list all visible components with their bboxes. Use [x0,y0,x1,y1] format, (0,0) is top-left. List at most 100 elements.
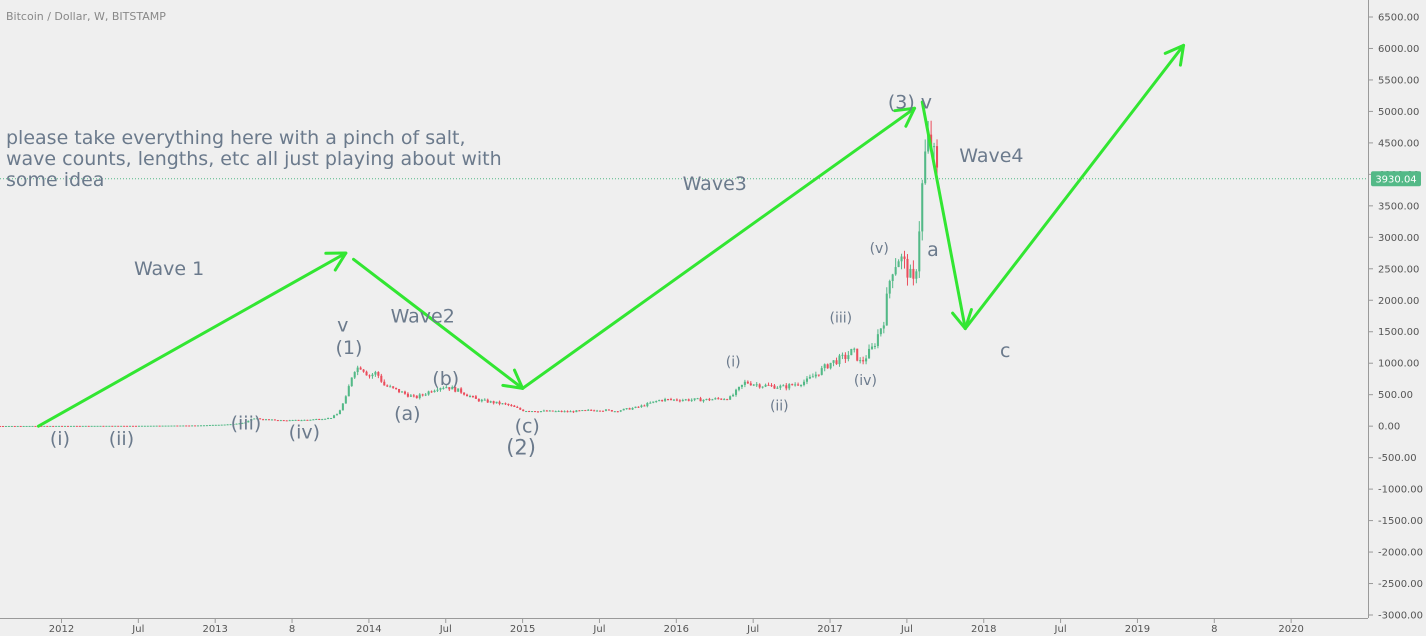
candle-body [687,399,690,401]
candle-body [442,387,445,389]
candle-body [344,396,347,404]
candle-body [678,400,681,402]
candle-body [220,424,223,426]
time-tick-label: Jul [1054,624,1067,635]
candle-body [244,422,247,424]
wave-arrow-shaft [36,251,348,428]
wave-arrow [36,251,348,428]
candle-body [84,425,87,427]
candle-body [616,411,619,413]
candle-body [513,405,516,407]
candle-body [13,425,16,427]
candle-body [226,424,229,426]
candle-body [870,346,874,349]
candle-body [528,411,531,413]
candle-body [241,422,244,424]
candle-body [229,424,232,426]
price-tick-label: -2000.00 [1378,548,1423,559]
wave-arrow-head [324,251,348,272]
candle-body [507,403,510,406]
wave-arrow [963,43,1186,331]
candle-body [87,425,90,427]
candle-body [661,400,664,402]
candle-body [755,384,758,386]
candle-body [643,405,646,407]
candle-body [909,268,912,278]
candle-body [318,419,321,421]
last-price-badge-bg [1371,171,1421,187]
candle-body [55,425,58,427]
candle-body [197,425,200,427]
candle-body [436,389,439,391]
candle-body [380,375,383,382]
candle-body [714,398,717,400]
candle-body [105,425,108,427]
time-axis[interactable]: 2012 Jul 2013 8 2014 Jul 2015 Jul 2016 Jul 2017 Jul… [0,618,1368,635]
candle-body [850,348,853,356]
candle-body [720,398,723,400]
candle-body [593,410,596,412]
candle-body [332,415,336,418]
candle-body [545,410,548,412]
candle-body [191,425,194,427]
wave-label: Wave3 [683,173,747,195]
candle-body [377,372,380,376]
candle-body [820,368,823,375]
wave-arrow-head [893,106,917,128]
candle-body [392,386,395,388]
candle-body [684,399,687,401]
wave-label: Wave 1 [134,258,204,280]
candle-body [403,391,406,394]
candle-body [335,414,339,416]
candle-body [817,374,820,376]
candle-body [885,293,888,326]
candle-body [1,425,4,427]
candle-body [350,377,353,387]
candle-body [81,425,84,427]
candle-body [516,406,519,408]
price-axis[interactable]: 6500.006000.005500.005000.004500.004000.… [1368,0,1426,636]
candle-body [749,383,752,386]
time-tick-label: Jul [746,624,759,635]
candle-body [270,419,273,421]
candle-body [734,389,738,395]
candle-body [560,410,563,412]
candle-body [814,374,817,377]
wave-label: (3) v [888,91,932,113]
candle-body [418,394,421,399]
candle-body [631,407,634,410]
candle-body [114,425,117,427]
time-tick-label: Jul [592,624,605,635]
candle-body [250,418,253,421]
candle-body [835,360,838,365]
candle-body [832,360,835,363]
candle-body [732,394,735,397]
candle-body [924,151,927,184]
candle-body [19,425,22,427]
candle-body [808,376,811,379]
candle-body [365,371,368,376]
candle-body [897,261,900,268]
candle-body [386,385,389,387]
wave-label: (b) [432,368,459,390]
candle-body [859,360,862,362]
candle-body [137,425,140,427]
candle-body [108,425,111,427]
candle-body [315,419,318,421]
candle-body [179,425,182,427]
candle-body [746,381,749,384]
candle-body [457,388,460,392]
candle-body [170,425,173,427]
candle-body [66,425,70,427]
candle-body [131,425,135,427]
candle-body [433,390,436,393]
candle-body [531,411,534,413]
candle-body [69,425,72,427]
candle-body [480,399,483,402]
candle-body [327,418,330,420]
candle-body [489,401,492,403]
candle-body [102,425,105,427]
wave-label: (i) [50,428,70,450]
